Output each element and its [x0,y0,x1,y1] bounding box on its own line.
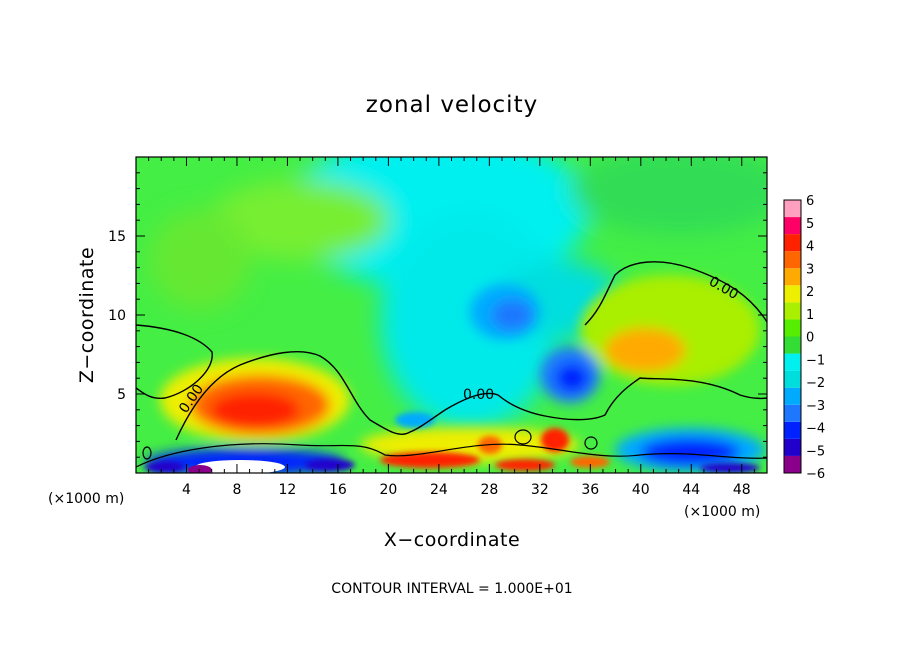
x-axis-unit-right: (×1000 m) [684,504,760,520]
colorbar-swatch [784,319,801,337]
colorbar-swatch [784,404,801,422]
colorbar-swatch [784,438,801,456]
colorbar-swatch [784,455,801,473]
zero-contour-middle [175,351,767,441]
colorbar-label: −1 [806,353,825,368]
contour-interval-note: CONTOUR INTERVAL = 1.000E+01 [331,581,572,597]
colorbar-label: −6 [806,467,825,482]
x-tick-label: 28 [480,482,498,498]
colorbar-swatch [784,217,801,235]
zero-contour-blob [584,436,598,450]
colorbar-swatch [784,200,801,218]
colorbar-swatch [784,353,801,371]
colorbar-label: 5 [806,217,814,232]
colorbar-label: −4 [806,422,825,437]
x-tick-label: 4 [182,482,191,498]
colorbar-frame [783,199,802,474]
zero-contour-low [136,443,767,468]
colorbar-label: 0 [806,331,814,346]
colorbar-swatch [784,268,801,286]
x-axis-unit-left: (×1000 m) [48,491,124,507]
x-tick-label: 16 [329,482,347,498]
zero-contour-right [584,261,767,326]
x-tick-label: 32 [531,482,549,498]
y-tick-label: 10 [108,308,126,324]
colorbar-swatch [784,421,801,439]
x-tick-label: 48 [733,482,751,498]
colorbar-label: −5 [806,444,825,459]
colorbar-label: 4 [806,240,814,255]
colorbar-label: 2 [806,285,814,300]
x-tick-label: 40 [632,482,650,498]
colorbar-swatch [784,387,801,405]
contour-label-center: 0.00 [463,387,494,403]
chart-title: zonal velocity [366,92,538,118]
x-tick-label: 24 [430,482,448,498]
colorbar-swatch [784,370,801,388]
colorbar-swatch [784,251,801,269]
x-tick-label: 8 [232,482,241,498]
colorbar-swatch [784,285,801,303]
x-tick-label: 44 [682,482,700,498]
colorbar-label: 3 [806,262,814,277]
x-tick-label: 12 [279,482,297,498]
colorbar-label: 1 [806,308,814,323]
colorbar-swatch [784,302,801,320]
zero-contour-blob [514,429,532,445]
y-tick-label: 15 [108,229,126,245]
x-tick-label: 20 [379,482,397,498]
x-axis-title: X−coordinate [384,529,520,551]
y-axis-title: Z−coordinate [76,247,98,383]
x-axis: 4 8 12 16 20 24 28 32 36 40 44 48 [148,157,755,498]
y-tick-label: 5 [117,387,126,403]
colorbar-swatch [784,234,801,252]
x-tick-label: 36 [581,482,599,498]
colorbar-label: −2 [806,376,825,391]
y-axis: 5 10 15 [108,172,767,458]
colorbar-label: 6 [806,194,814,209]
zero-contour-blob [142,446,152,460]
colorbar-label: −3 [806,399,825,414]
colorbar: 6 5 4 3 2 1 0 −1 −2 −3 −4 −5 −6 [783,194,825,482]
colorbar-swatch [784,336,801,354]
plot-field [136,157,767,473]
zero-contour-left [136,324,213,400]
